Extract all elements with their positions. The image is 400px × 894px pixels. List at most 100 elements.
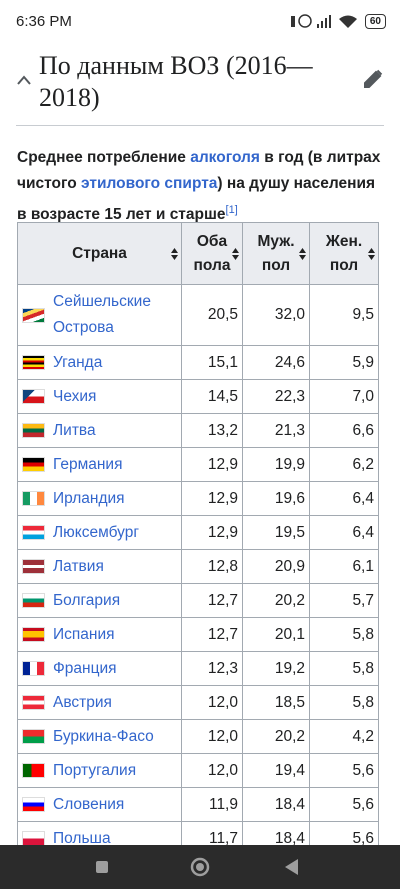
country-link[interactable]: Словения bbox=[53, 795, 125, 813]
table-row: Литва 13,2 21,3 6,6 bbox=[17, 413, 379, 448]
value-cell: 12,7 bbox=[181, 617, 243, 652]
recent-button[interactable] bbox=[96, 861, 108, 873]
table-row: Португалия 12,0 19,4 5,6 bbox=[17, 753, 379, 788]
flag bbox=[22, 491, 45, 506]
divider bbox=[16, 125, 384, 126]
header-text: Страна bbox=[72, 244, 127, 262]
table-row: Болгария 12,7 20,2 5,7 bbox=[17, 583, 379, 618]
country: Испания bbox=[22, 622, 177, 648]
country-link[interactable]: Португалия bbox=[53, 761, 137, 779]
flag bbox=[22, 831, 45, 846]
country-cell: Литва bbox=[17, 413, 182, 448]
value-cell: 5,6 bbox=[309, 753, 379, 788]
flag bbox=[22, 457, 45, 472]
country-link[interactable]: Уганда bbox=[53, 353, 103, 371]
country-cell: Уганда bbox=[17, 345, 182, 380]
section-heading[interactable]: По данным ВОЗ (2016—2018) bbox=[0, 40, 400, 126]
flag bbox=[22, 797, 45, 812]
value-cell: 12,7 bbox=[181, 583, 243, 618]
flag bbox=[22, 559, 45, 574]
value-cell: 5,6 bbox=[309, 787, 379, 822]
value-cell: 6,4 bbox=[309, 515, 379, 550]
column-header[interactable]: Страна bbox=[17, 222, 182, 285]
value-cell: 19,5 bbox=[242, 515, 310, 550]
country-link[interactable]: Польша bbox=[53, 829, 111, 847]
table-row: Сейшельские Острова 20,5 32,0 9,5 bbox=[17, 284, 379, 346]
country-cell: Португалия bbox=[17, 753, 182, 788]
sort-icon bbox=[232, 248, 239, 260]
back-button[interactable] bbox=[285, 859, 298, 875]
value-cell: 32,0 bbox=[242, 284, 310, 346]
value-cell: 5,8 bbox=[309, 685, 379, 720]
collapse-icon[interactable] bbox=[16, 74, 32, 86]
value-cell: 6,4 bbox=[309, 481, 379, 516]
value-cell: 11,9 bbox=[181, 787, 243, 822]
table-row: Буркина-Фасо 12,0 20,2 4,2 bbox=[17, 719, 379, 754]
country-link[interactable]: Германия bbox=[53, 455, 123, 473]
flag bbox=[22, 729, 45, 744]
column-header[interactable]: Муж. пол bbox=[242, 222, 310, 285]
table-row: Австрия 12,0 18,5 5,8 bbox=[17, 685, 379, 720]
home-button[interactable] bbox=[190, 857, 210, 877]
column-header[interactable]: Оба пола bbox=[181, 222, 243, 285]
country-link[interactable]: Люксембург bbox=[53, 523, 139, 541]
value-cell: 12,9 bbox=[181, 481, 243, 516]
country-cell: Испания bbox=[17, 617, 182, 652]
country-link[interactable]: Чехия bbox=[53, 387, 97, 405]
country: Чехия bbox=[22, 384, 177, 410]
value-cell: 5,8 bbox=[309, 617, 379, 652]
country-link[interactable]: Болгария bbox=[53, 591, 121, 609]
link[interactable]: этилового спирта bbox=[81, 175, 218, 192]
value-cell: 12,0 bbox=[181, 719, 243, 754]
status-bar: 6:36 PM 60 bbox=[0, 0, 400, 40]
time: 6:36 PM bbox=[16, 13, 72, 30]
reference[interactable]: [1] bbox=[225, 204, 238, 216]
country-link[interactable]: Буркина-Фасо bbox=[53, 727, 154, 745]
signal-icons bbox=[290, 14, 357, 28]
column-header[interactable]: Жен. пол bbox=[309, 222, 379, 285]
country-link[interactable]: Литва bbox=[53, 421, 96, 439]
country-link[interactable]: Ирландия bbox=[53, 489, 125, 507]
country-link[interactable]: Австрия bbox=[53, 693, 112, 711]
value-cell: 19,6 bbox=[242, 481, 310, 516]
value-cell: 19,4 bbox=[242, 753, 310, 788]
country-cell: Латвия bbox=[17, 549, 182, 584]
edit-icon[interactable] bbox=[362, 68, 384, 90]
battery: 60 bbox=[364, 13, 386, 29]
value-cell: 12,8 bbox=[181, 549, 243, 584]
country-link[interactable]: Латвия bbox=[53, 557, 104, 575]
value-cell: 4,2 bbox=[309, 719, 379, 754]
header-text: Жен. пол bbox=[325, 232, 363, 274]
value-cell: 20,2 bbox=[242, 583, 310, 618]
caption-text: в год (в литрах чистого bbox=[17, 149, 381, 192]
value-cell: 5,7 bbox=[309, 583, 379, 618]
value-cell: 6,1 bbox=[309, 549, 379, 584]
section-title: По данным ВОЗ (2016—2018) bbox=[39, 51, 313, 112]
value-cell: 12,0 bbox=[181, 685, 243, 720]
table-row: Уганда 15,1 24,6 5,9 bbox=[17, 345, 379, 380]
value-cell: 12,9 bbox=[181, 515, 243, 550]
header-text: Муж. пол bbox=[257, 232, 295, 274]
country: Литва bbox=[22, 418, 177, 444]
country-cell: Люксембург bbox=[17, 515, 182, 550]
value-cell: 20,5 bbox=[181, 284, 243, 346]
table-row: Словения 11,9 18,4 5,6 bbox=[17, 787, 379, 822]
nav-icons bbox=[96, 857, 298, 877]
value-cell: 13,2 bbox=[181, 413, 243, 448]
country-link[interactable]: Франция bbox=[53, 659, 117, 677]
table-row: Люксембург 12,9 19,5 6,4 bbox=[17, 515, 379, 550]
value-cell: 22,3 bbox=[242, 379, 310, 414]
link[interactable]: алкоголя bbox=[190, 149, 260, 166]
sort-icon bbox=[299, 248, 306, 260]
sort-icon bbox=[368, 248, 375, 260]
value-cell: 14,5 bbox=[181, 379, 243, 414]
country-link[interactable]: Испания bbox=[53, 625, 115, 643]
country-link[interactable]: Сейшельские Острова bbox=[53, 293, 151, 336]
country-cell: Ирландия bbox=[17, 481, 182, 516]
country-cell: Болгария bbox=[17, 583, 182, 618]
table-row: Франция 12,3 19,2 5,8 bbox=[17, 651, 379, 686]
value-cell: 12,3 bbox=[181, 651, 243, 686]
flag bbox=[22, 593, 45, 608]
country: Болгария bbox=[22, 588, 177, 614]
